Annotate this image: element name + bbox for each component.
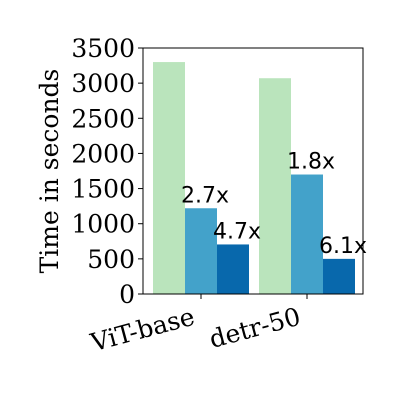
y-axis-ticks: 0 500 1000 1500 2000 2500 3000 3500	[71, 34, 143, 309]
y-tick-label: 1500	[71, 175, 135, 204]
bar-vit-base-series-3	[217, 244, 249, 294]
bar-detr-50-series-2	[291, 174, 323, 294]
y-tick-label: 3500	[71, 34, 135, 63]
data-labels-group: 2.7x 4.7x 1.8x 6.1x	[181, 150, 367, 259]
y-tick-label: 1000	[71, 210, 135, 239]
y-tick-label: 2500	[71, 104, 135, 133]
bar-vit-base-series-2	[185, 208, 217, 294]
y-tick-label: 0	[119, 280, 135, 309]
bar-detr-50-series-3	[323, 258, 355, 294]
y-tick-label: 3000	[71, 69, 135, 98]
bar-detr-50-series-1	[259, 78, 291, 294]
y-axis-title: Time in seconds	[35, 69, 64, 274]
plot-frame	[142, 47, 364, 295]
x-category-label: detr-50	[206, 302, 303, 354]
data-label: 6.1x	[319, 234, 367, 259]
bar-vit-base-series-1	[153, 62, 185, 294]
data-label: 4.7x	[213, 219, 261, 244]
data-label: 1.8x	[287, 150, 335, 175]
x-category-label: ViT-base	[87, 302, 198, 358]
y-tick-label: 2000	[71, 139, 135, 168]
data-label: 2.7x	[181, 183, 229, 208]
bars-group	[153, 62, 355, 294]
y-tick-label: 500	[87, 245, 135, 274]
